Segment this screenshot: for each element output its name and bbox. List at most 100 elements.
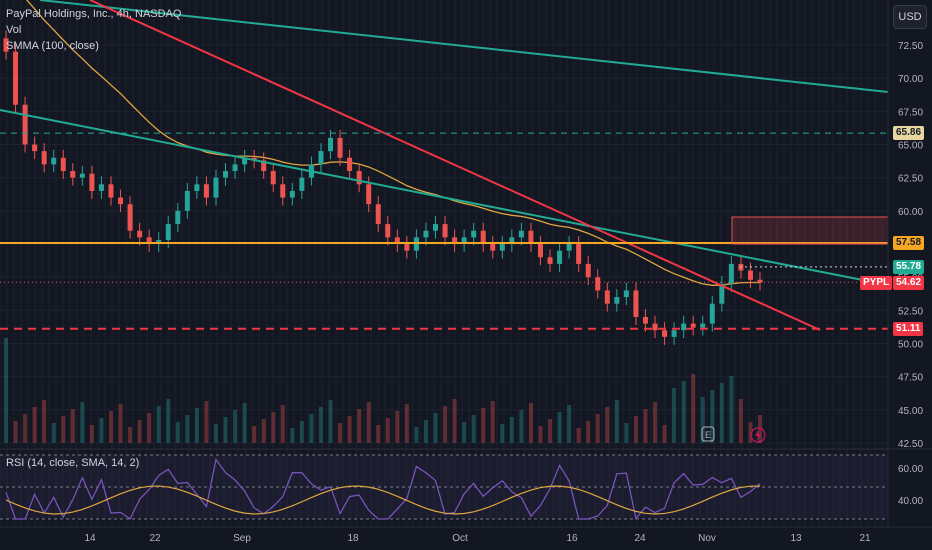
- volume-bar: [662, 425, 667, 443]
- volume-bar: [633, 416, 638, 443]
- volume-bar: [538, 426, 543, 443]
- candle-body: [203, 184, 209, 198]
- volume-bar: [452, 399, 457, 443]
- rsi-sma-line: [5, 485, 761, 515]
- time-axis-label: 14: [84, 533, 96, 544]
- time-axis-label: 18: [347, 533, 359, 544]
- volume-bar: [643, 409, 648, 443]
- volume-bar: [519, 410, 524, 443]
- candle-body: [137, 230, 143, 238]
- volume-bar: [137, 420, 142, 443]
- candle-body: [165, 224, 171, 241]
- earnings-icon: [701, 426, 715, 442]
- candle-body: [642, 316, 648, 324]
- candle-body: [60, 157, 66, 172]
- candle-body: [690, 323, 696, 328]
- candle-body: [184, 190, 190, 211]
- candle-body: [595, 277, 601, 291]
- badge-level-support: 51.11: [893, 322, 924, 336]
- badge-symbol: PYPL: [860, 276, 893, 290]
- volume-bar: [42, 400, 47, 443]
- candle-body: [557, 250, 563, 264]
- candle-body: [471, 230, 477, 238]
- candle-body: [118, 197, 124, 205]
- candle-body: [347, 157, 353, 172]
- volume-bar: [32, 407, 37, 443]
- candle-body: [747, 270, 753, 280]
- candle-body: [3, 38, 9, 52]
- price-axis-tick: 70.00: [898, 74, 923, 85]
- candle-body: [41, 151, 47, 165]
- candle-body: [232, 164, 238, 172]
- candle-body: [633, 290, 639, 317]
- candle-body: [442, 224, 448, 238]
- candle-body: [537, 244, 543, 258]
- currency-button[interactable]: USD: [893, 5, 927, 29]
- candle-body: [576, 244, 582, 264]
- candle-body: [681, 323, 687, 331]
- volume-bar: [233, 410, 238, 443]
- candle-body: [480, 230, 486, 244]
- volume-bar: [595, 414, 600, 443]
- candle-body: [566, 244, 572, 251]
- candle-body: [13, 51, 19, 105]
- volume-bar: [128, 427, 133, 443]
- time-axis-label: Sep: [233, 533, 251, 544]
- volume-bar: [395, 411, 400, 443]
- volume-bar: [108, 411, 113, 443]
- price-axis-tick: 60.00: [898, 207, 923, 218]
- volume-bar: [614, 400, 619, 443]
- price-axis-tick: 50.00: [898, 340, 923, 351]
- chart-title: PayPal Holdings, Inc., 4h, NASDAQ: [6, 8, 182, 20]
- volume-bar: [261, 419, 266, 443]
- volume-bar: [366, 402, 371, 443]
- candle-body: [423, 230, 429, 238]
- volume-bar: [61, 416, 66, 443]
- candle-body: [356, 171, 362, 185]
- candle-body: [175, 210, 181, 225]
- earnings-icon-glyph: E: [705, 430, 711, 440]
- candle-body: [528, 230, 534, 244]
- candle-body: [70, 171, 76, 178]
- time-axis-label: 21: [859, 533, 871, 544]
- volume-bar: [462, 422, 467, 443]
- candle-body: [700, 323, 706, 328]
- lightning-icon-glyph: [755, 429, 761, 441]
- volume-bar: [147, 413, 152, 443]
- volume-bar: [357, 409, 362, 443]
- candle-body: [51, 157, 57, 165]
- badge-current-price: 54.62: [893, 276, 925, 290]
- candle-body: [452, 237, 458, 244]
- volume-bar: [271, 412, 276, 443]
- trendline-lower-teal: [0, 109, 889, 286]
- volume-bar: [719, 383, 724, 443]
- volume-bar: [242, 403, 247, 443]
- candle-body: [518, 230, 524, 238]
- candle-body: [404, 244, 410, 251]
- candle-body: [652, 323, 658, 331]
- price-axis-tick: 72.50: [898, 41, 923, 52]
- volume-bar: [318, 407, 323, 443]
- candle-body: [146, 237, 152, 244]
- volume-bar: [500, 424, 505, 443]
- price-axis-tick: 47.50: [898, 373, 923, 384]
- candle-body: [432, 224, 438, 231]
- smma-line: [25, 0, 761, 286]
- time-axis-label: 22: [149, 533, 161, 544]
- volume-bar: [23, 414, 28, 443]
- volume-bar: [252, 426, 257, 443]
- candle-body: [318, 151, 324, 165]
- volume-bar: [710, 390, 715, 443]
- candle-body: [22, 104, 28, 145]
- volume-bar: [338, 423, 343, 443]
- candle-body: [127, 204, 133, 231]
- candle-body: [394, 237, 400, 244]
- candle-body: [270, 171, 276, 185]
- rsi-axis-tick: 60.00: [898, 464, 923, 475]
- volume-bar: [653, 402, 658, 443]
- candle-body: [261, 160, 267, 172]
- candle-body: [719, 283, 725, 304]
- rsi-legend: RSI (14, close, SMA, 14, 2): [6, 457, 140, 469]
- badge-level-resistance: 57.58: [893, 236, 925, 250]
